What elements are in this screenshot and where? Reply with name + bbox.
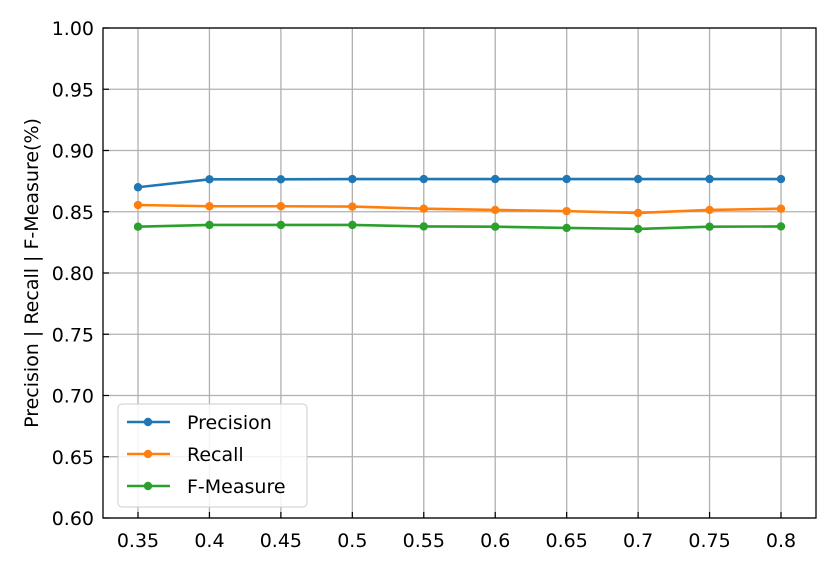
recall-point — [633, 208, 643, 218]
precision-point — [776, 174, 786, 184]
y-tick-label: 0.80 — [52, 263, 94, 285]
recall-line — [137, 203, 782, 215]
y-tick-label: 0.90 — [52, 141, 94, 163]
f-measure-point — [491, 222, 500, 231]
legend-item-f-measure: F-Measure — [127, 476, 286, 498]
x-tick-label: 0.8 — [766, 530, 796, 552]
series-f-measure — [133, 220, 786, 234]
precision-point — [491, 174, 500, 184]
series-recall — [133, 200, 786, 218]
x-tick-label: 0.4 — [194, 530, 224, 552]
legend-label: F-Measure — [187, 476, 286, 498]
y-tick-label: 0.85 — [52, 202, 94, 224]
y-tick-label: 0.65 — [52, 447, 94, 469]
precision-point — [633, 174, 643, 184]
series-precision — [133, 174, 786, 192]
recall-point — [776, 204, 786, 213]
y-tick-label: 1.00 — [52, 18, 94, 40]
recall-point — [205, 202, 214, 211]
f-measure-point — [776, 222, 786, 231]
precision-point — [419, 174, 428, 184]
x-tick-label: 0.75 — [688, 530, 730, 552]
legend-label: Precision — [187, 412, 272, 434]
y-tick-label: 0.95 — [52, 79, 94, 101]
recall-point — [419, 204, 428, 213]
f-measure-line — [137, 223, 782, 231]
legend-label: Recall — [187, 444, 244, 466]
f-measure-point — [133, 222, 143, 231]
recall-point — [491, 205, 500, 215]
legend-swatch-marker — [143, 481, 153, 491]
legend: Precision Recall F-Measure — [117, 403, 308, 508]
precision-point — [348, 174, 357, 184]
x-tick-label: 0.55 — [403, 530, 445, 552]
f-measure-point — [419, 222, 428, 231]
precision-point — [276, 175, 286, 184]
recall-point — [348, 202, 357, 211]
legend-item-precision: Precision — [127, 412, 272, 434]
precision-point — [562, 174, 571, 184]
y-tick-label: 0.60 — [52, 508, 94, 530]
f-measure-point — [276, 220, 286, 230]
recall-point — [276, 202, 286, 211]
y-tick-label: 0.70 — [52, 386, 94, 408]
f-measure-point — [205, 220, 214, 230]
precision-point — [205, 175, 214, 184]
legend-item-recall: Recall — [127, 444, 244, 466]
recall-point — [562, 206, 571, 216]
precision-point — [705, 174, 714, 184]
recall-point — [133, 200, 143, 210]
f-measure-point — [633, 224, 643, 234]
y-tick-label: 0.75 — [52, 324, 94, 346]
axis-ticks — [103, 27, 782, 519]
x-tick-label: 0.7 — [623, 530, 653, 552]
y-axis-tick-labels: 0.60 0.65 0.70 0.75 0.80 0.85 0.90 0.95 1.00 — [52, 18, 94, 530]
legend-swatch-marker — [143, 449, 153, 459]
precision-point — [133, 183, 143, 192]
precision-line — [137, 177, 781, 189]
f-measure-point — [348, 220, 357, 230]
recall-point — [705, 205, 714, 215]
legend-box — [117, 403, 308, 508]
x-tick-label: 0.6 — [480, 530, 510, 552]
x-tick-label: 0.65 — [546, 530, 588, 552]
f-measure-point — [562, 223, 571, 233]
x-tick-label: 0.5 — [337, 530, 367, 552]
series-layer — [133, 174, 786, 234]
x-tick-label: 0.35 — [117, 530, 159, 552]
x-tick-label: 0.45 — [260, 530, 302, 552]
legend-swatch-marker — [143, 417, 153, 427]
x-axis-tick-labels: 0.35 0.4 0.45 0.5 0.55 0.6 0.65 0.7 0.75 0.8 — [117, 530, 796, 552]
y-axis-label: Precision | Recall | F-Measure(%) — [21, 118, 43, 428]
f-measure-point — [705, 222, 714, 231]
